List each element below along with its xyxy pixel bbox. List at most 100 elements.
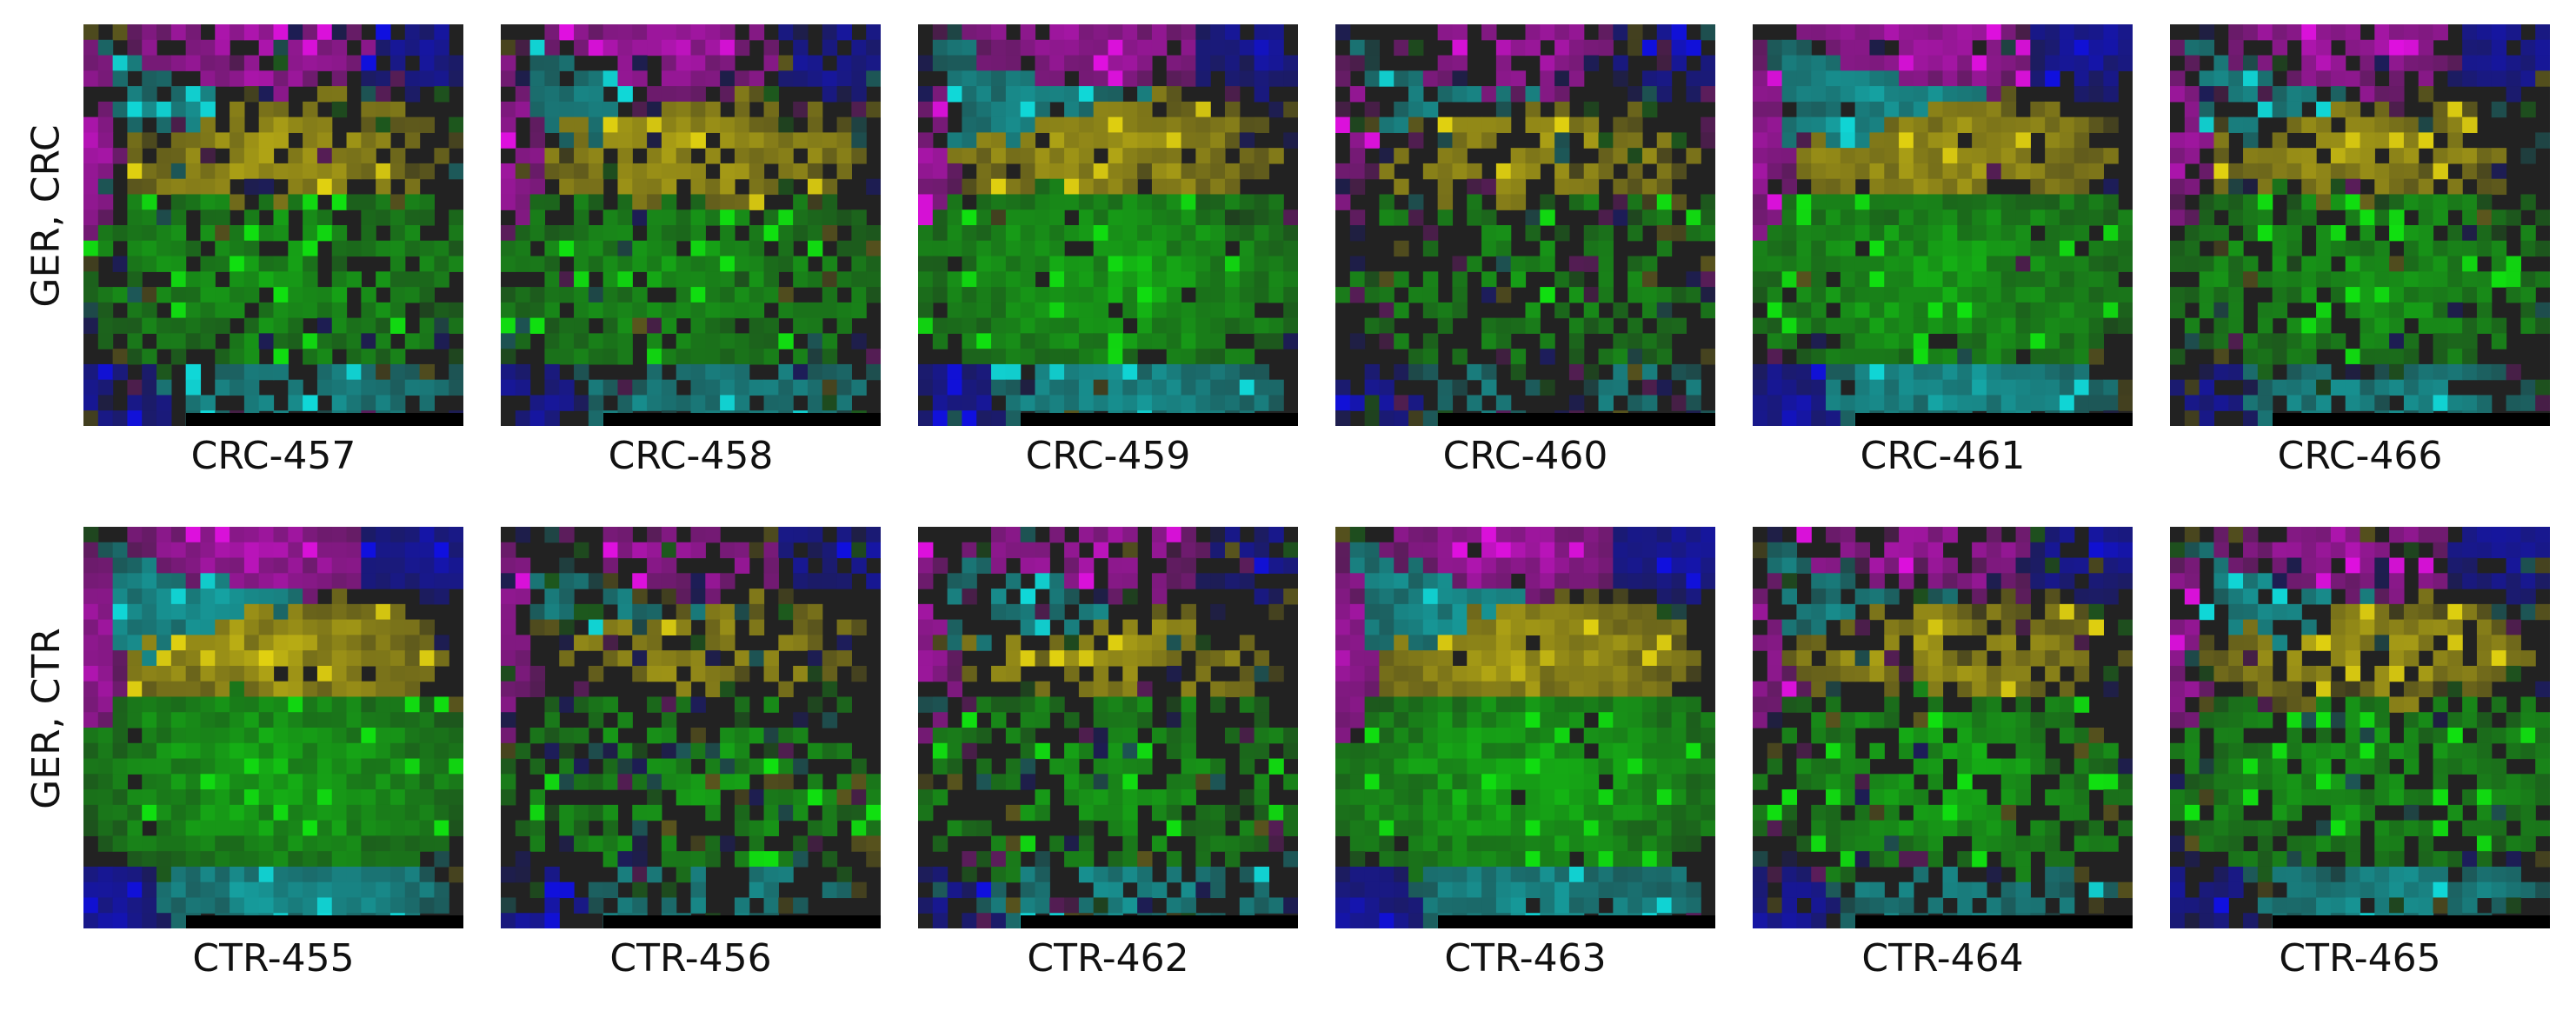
- heatmap-cell: [156, 573, 172, 589]
- heatmap-cell: [1495, 712, 1512, 728]
- heatmap-cell: [361, 317, 376, 334]
- heatmap-cell: [449, 742, 463, 760]
- heatmap-cell: [1035, 163, 1050, 180]
- heatmap-cell: [705, 851, 721, 868]
- heatmap-cell: [1137, 696, 1153, 713]
- heatmap-cell: [1972, 287, 1987, 303]
- heatmap-cell: [918, 86, 934, 103]
- heatmap-cell: [932, 194, 949, 210]
- heatmap-cell: [434, 696, 449, 713]
- heatmap-cell: [2374, 55, 2390, 71]
- heatmap-cell: [1122, 287, 1138, 303]
- heatmap-cell: [962, 913, 977, 928]
- heatmap-cell: [404, 650, 421, 667]
- heatmap-cell: [947, 302, 963, 319]
- heatmap-cell: [851, 820, 867, 836]
- heatmap-cell: [602, 851, 619, 868]
- heatmap-cell: [316, 619, 333, 635]
- heatmap-cell: [215, 804, 230, 821]
- heatmap-cell: [316, 557, 333, 574]
- heatmap-cell: [544, 395, 560, 411]
- heatmap-cell: [2243, 256, 2259, 272]
- heatmap-cell: [404, 178, 421, 196]
- heatmap-cell: [991, 603, 1007, 621]
- heatmap-cell: [273, 39, 289, 57]
- heatmap-cell: [1583, 619, 1600, 635]
- heatmap-cell: [449, 379, 463, 396]
- heatmap-cell: [389, 256, 406, 272]
- heatmap-cell: [1854, 349, 1871, 365]
- heatmap-cell: [647, 225, 662, 242]
- heatmap-cell: [2059, 395, 2075, 411]
- heatmap-cell: [1540, 379, 1555, 396]
- heatmap-cell: [1781, 379, 1798, 396]
- heatmap-cell: [529, 194, 546, 210]
- heatmap-cell: [1811, 101, 1827, 118]
- heatmap-cell: [2059, 302, 2075, 319]
- heatmap-cell: [962, 256, 977, 272]
- heatmap-cell: [763, 178, 779, 196]
- heatmap-cell: [112, 789, 129, 806]
- heatmap-cell: [1913, 132, 1929, 149]
- heatmap-cell: [2000, 349, 2017, 365]
- heatmap-cell: [185, 317, 202, 334]
- heatmap-cell: [1049, 302, 1065, 319]
- heatmap-cell: [1467, 194, 1482, 210]
- heatmap-cell: [690, 789, 706, 806]
- heatmap-cell: [1613, 178, 1628, 196]
- heatmap-cell: [574, 835, 589, 852]
- heatmap-cell: [1568, 349, 1585, 365]
- heatmap-cell: [1437, 696, 1454, 713]
- heatmap-cell: [127, 178, 143, 196]
- heatmap-cell: [2462, 101, 2478, 118]
- heatmap-cell: [1437, 317, 1454, 334]
- heatmap-cell: [230, 742, 245, 760]
- heatmap-cell: [1108, 681, 1123, 698]
- heatmap-cell: [1568, 774, 1585, 790]
- heatmap-cell: [142, 619, 157, 635]
- heatmap-cell: [1064, 256, 1080, 272]
- heatmap-cell: [2316, 132, 2332, 149]
- heatmap-cell: [1422, 349, 1439, 365]
- heatmap-cell: [2257, 333, 2273, 349]
- heatmap-cell: [1869, 55, 1885, 71]
- heatmap-cell: [690, 881, 706, 899]
- heatmap-cell: [230, 379, 245, 396]
- heatmap-cell: [947, 55, 963, 71]
- heatmap-cell: [2015, 287, 2031, 303]
- heatmap-cell: [617, 333, 633, 349]
- heatmap-cell: [361, 86, 376, 103]
- heatmap-cell: [404, 835, 421, 852]
- heatmap-cell: [376, 379, 391, 396]
- heatmap-cell: [602, 240, 619, 257]
- heatmap-cell: [1210, 225, 1226, 242]
- heatmap-cell: [97, 728, 114, 744]
- scale-bar: [1021, 915, 1298, 928]
- heatmap-cell: [127, 742, 143, 760]
- heatmap-cell: [647, 395, 662, 411]
- heatmap-cell: [258, 881, 275, 899]
- heatmap-cell: [1379, 210, 1395, 226]
- heatmap-cell: [1422, 665, 1439, 682]
- heatmap-cell: [1781, 55, 1798, 71]
- heatmap-cell: [2272, 132, 2288, 149]
- heatmap-cell: [1525, 758, 1541, 775]
- heatmap-cell: [1078, 302, 1095, 319]
- heatmap-cell: [1554, 742, 1570, 760]
- heatmap-cell: [617, 194, 633, 210]
- heatmap-cell: [962, 116, 977, 133]
- heatmap-cell: [2243, 116, 2259, 133]
- heatmap-cell: [215, 758, 230, 775]
- heatmap-cell: [419, 650, 435, 667]
- heatmap-cell: [991, 774, 1007, 790]
- heatmap-cell: [2316, 379, 2332, 396]
- heatmap-cell: [2316, 39, 2332, 57]
- heatmap-cell: [2213, 132, 2229, 149]
- heatmap-cell: [947, 881, 963, 899]
- heatmap-cell: [2199, 410, 2215, 426]
- heatmap-cell: [1641, 302, 1658, 319]
- heatmap-cell: [661, 271, 677, 288]
- heatmap-cell: [1656, 557, 1673, 574]
- heatmap-cell: [1613, 681, 1628, 698]
- heatmap-cell: [1884, 317, 1900, 334]
